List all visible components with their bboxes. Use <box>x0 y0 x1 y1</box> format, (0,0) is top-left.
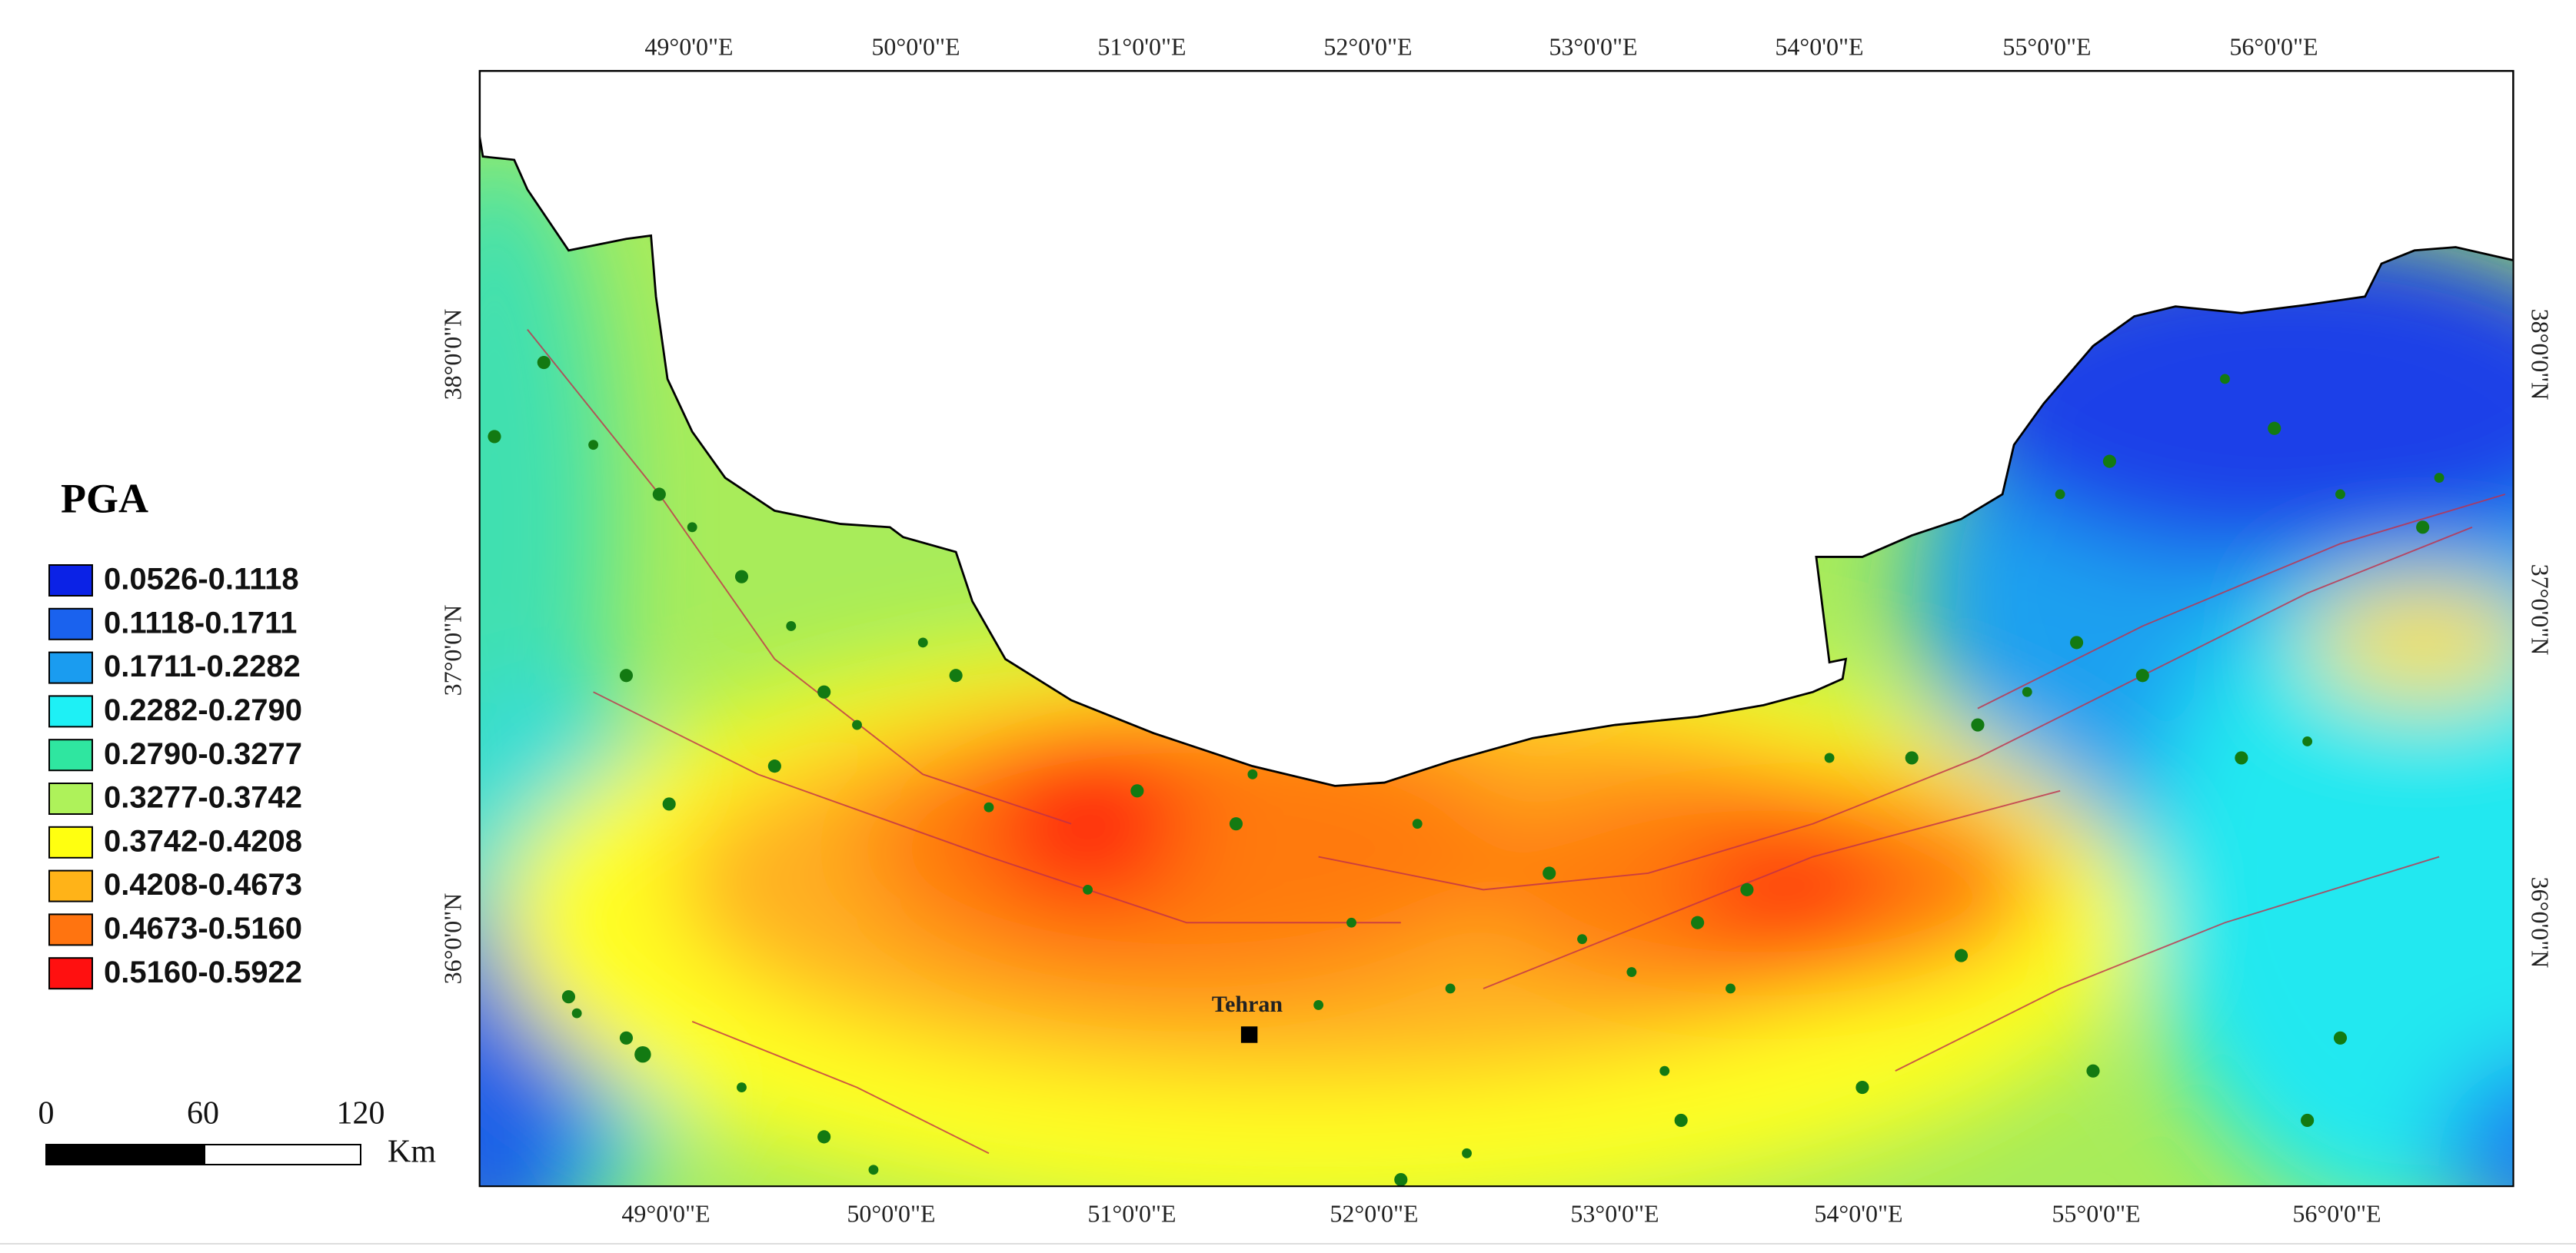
legend-swatch <box>48 651 93 684</box>
caspian-sea <box>479 71 2514 787</box>
longitude-label: 50°0'0"E <box>871 32 960 60</box>
longitude-label: 53°0'0"E <box>1549 32 1637 60</box>
scale-label: 120 <box>337 1096 385 1132</box>
legend-swatch <box>48 695 93 728</box>
tehran-marker <box>1240 1026 1258 1043</box>
scale-label: 60 <box>187 1096 219 1132</box>
longitude-label: 52°0'0"E <box>1323 32 1412 60</box>
scale-unit: Km <box>388 1135 436 1170</box>
longitude-label: 54°0'0"E <box>1775 32 1863 60</box>
longitude-label: 56°0'0"E <box>2229 32 2318 60</box>
latitude-label: 37°0'0"N <box>2527 564 2554 656</box>
legend-swatch <box>48 869 93 902</box>
legend-label: 0.4208-0.4673 <box>104 868 302 902</box>
pga-surface <box>479 148 2514 1187</box>
longitude-label: 53°0'0"E <box>1570 1199 1659 1227</box>
scale-segment <box>45 1144 205 1165</box>
latitude-label: 37°0'0"N <box>438 605 466 696</box>
longitude-label: 51°0'0"E <box>1087 1199 1176 1227</box>
faults <box>527 329 2506 1155</box>
legend-swatch <box>48 783 93 815</box>
map <box>478 70 2514 1188</box>
earthquakes <box>488 355 2445 1187</box>
longitude-label: 49°0'0"E <box>644 32 733 60</box>
longitude-label: 54°0'0"E <box>1814 1199 1902 1227</box>
legend-swatch <box>48 564 93 597</box>
scale-bar: 0 60 120 Km <box>38 1096 437 1170</box>
legend-swatch <box>48 607 93 640</box>
map-frame <box>478 70 2514 1188</box>
legend-label: 0.5160-0.5922 <box>104 956 302 989</box>
graticule-labels: 49°0'0"E 50°0'0"E 51°0'0"E 52°0'0"E 53°0'0"E… <box>438 32 2554 1227</box>
latitude-label: 36°0'0"N <box>2527 877 2554 969</box>
latitude-label: 36°0'0"N <box>438 893 466 985</box>
latitude-label: 38°0'0"N <box>2527 309 2554 400</box>
legend-label: 0.2282-0.2790 <box>104 693 302 727</box>
longitude-label: 50°0'0"E <box>847 1199 935 1227</box>
legend-label: 0.4673-0.5160 <box>104 912 302 946</box>
legend-swatch <box>48 826 93 859</box>
legend: PGA 0.0526-0.1118 0.1118-0.1711 0.1711-0.2… <box>48 475 302 990</box>
longitude-label: 49°0'0"E <box>621 1199 710 1227</box>
scale-segment <box>204 1144 361 1165</box>
longitude-label: 52°0'0"E <box>1330 1199 1418 1227</box>
legend-swatch <box>48 739 93 772</box>
legend-title: PGA <box>61 475 148 521</box>
scale-label: 0 <box>38 1096 55 1132</box>
longitude-label: 55°0'0"E <box>2002 32 2091 60</box>
place-label: Tehran <box>1212 992 1283 1017</box>
legend-label: 0.1118-0.1711 <box>104 606 297 640</box>
longitude-label: 51°0'0"E <box>1097 32 1186 60</box>
legend-label: 0.2790-0.3277 <box>104 737 302 771</box>
longitude-label: 55°0'0"E <box>2052 1199 2140 1227</box>
legend-swatch <box>48 957 93 990</box>
legend-label: 0.1711-0.2282 <box>104 650 301 683</box>
legend-swatch <box>48 913 93 946</box>
legend-label: 0.0526-0.1118 <box>104 563 299 597</box>
legend-label: 0.3742-0.4208 <box>104 824 302 858</box>
longitude-label: 56°0'0"E <box>2292 1199 2381 1227</box>
legend-label: 0.3277-0.3742 <box>104 781 302 815</box>
latitude-label: 38°0'0"N <box>438 309 466 400</box>
